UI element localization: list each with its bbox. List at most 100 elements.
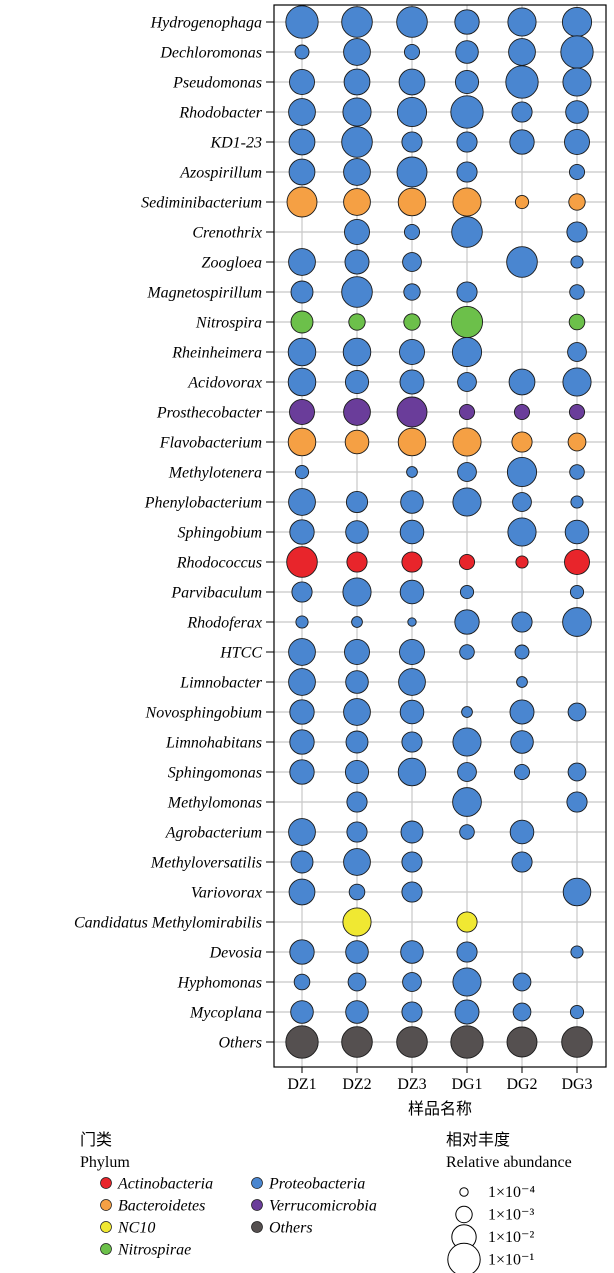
bubble	[454, 999, 480, 1025]
bubble	[346, 551, 368, 573]
bubble	[286, 186, 318, 218]
sample-label: DZ2	[342, 1076, 371, 1093]
bubble	[562, 367, 592, 397]
legend-phylum-swatch	[100, 1243, 112, 1255]
genus-label: Novosphingobium	[145, 705, 262, 722]
bubble	[514, 644, 530, 660]
legend-size-label: 1×10⁻¹	[488, 1252, 534, 1269]
bubbles	[285, 5, 594, 1059]
bubble	[450, 305, 484, 339]
bubble	[401, 1001, 423, 1023]
bubble	[402, 972, 422, 992]
bubble	[343, 698, 371, 726]
bubble	[294, 464, 310, 480]
bubble	[345, 730, 369, 754]
bubble	[345, 520, 369, 544]
bubble	[508, 368, 536, 396]
bubble	[403, 223, 421, 241]
genus-label: Parvibaculum	[170, 585, 262, 602]
bubble	[456, 941, 478, 963]
bubble	[288, 818, 316, 846]
genus-label: Agrobacterium	[165, 825, 262, 842]
bubble	[508, 38, 536, 66]
bubble	[452, 967, 482, 997]
sample-labels: DZ1 DZ2 DZ3 DG1 DG2 DG3	[287, 1067, 593, 1093]
bubble	[285, 1025, 319, 1059]
bubble	[403, 313, 421, 331]
bubble	[561, 1026, 593, 1058]
genus-label: Magnetospirillum	[146, 285, 262, 302]
genus-label: Rheinheimera	[171, 345, 262, 362]
bubble	[407, 617, 417, 627]
bubble	[399, 339, 425, 365]
bubble	[452, 487, 482, 517]
bubble	[288, 158, 316, 186]
bubble	[505, 65, 539, 99]
bubble	[344, 759, 370, 785]
bubble	[343, 398, 371, 426]
bubble	[348, 313, 366, 331]
bubble	[288, 878, 316, 906]
sample-label: DG3	[561, 1076, 592, 1093]
bubble	[452, 187, 482, 217]
bubble	[397, 757, 427, 787]
legend-phylum-swatch	[251, 1199, 263, 1211]
bubble	[342, 97, 372, 127]
genus-label: HTCC	[219, 645, 262, 662]
bubble	[569, 584, 585, 600]
bubble	[565, 100, 589, 124]
bubble	[346, 791, 368, 813]
legend-phylum-label: Bacteroidetes	[118, 1198, 205, 1215]
bubble	[509, 819, 535, 845]
bubble	[507, 7, 537, 37]
legend-phylum-label: NC10	[117, 1220, 155, 1237]
bubble	[344, 219, 370, 245]
bubble	[345, 1000, 369, 1024]
bubble	[512, 492, 532, 512]
bubble	[287, 337, 317, 367]
legend-phylum-label: Actinobacteria	[117, 1176, 213, 1193]
genus-label: Sediminibacterium	[141, 195, 262, 212]
bubble	[343, 158, 371, 186]
bubble	[288, 668, 316, 696]
genus-label: Limnohabitans	[165, 735, 262, 752]
bubble	[507, 517, 537, 547]
bubble	[400, 820, 424, 844]
bubble	[396, 156, 428, 188]
bubble	[452, 787, 482, 817]
bubble	[344, 639, 370, 665]
bubble	[562, 67, 592, 97]
bubble	[568, 313, 586, 331]
legend-phylum-label: Verrucomicrobia	[269, 1198, 377, 1215]
genus-label: Pseudomonas	[172, 75, 262, 92]
legend-phylum-label: Proteobacteria	[268, 1176, 365, 1193]
bubble	[569, 284, 585, 300]
bubble	[289, 729, 315, 755]
bubble	[345, 490, 369, 514]
bubble	[344, 249, 370, 275]
bubble	[293, 973, 311, 991]
legend-size-title-cn: 相对丰度	[446, 1131, 510, 1149]
bubble	[515, 555, 529, 569]
legend-phylum-swatch	[100, 1221, 112, 1233]
bubble	[287, 367, 317, 397]
bubble	[396, 96, 428, 128]
bubble	[456, 161, 478, 183]
genus-label: Rhodobacter	[178, 105, 262, 122]
bubble	[510, 730, 534, 754]
bubble	[562, 607, 592, 637]
sample-label: DG1	[451, 1076, 482, 1093]
bubble	[569, 1004, 585, 1020]
bubble	[343, 188, 371, 216]
bubble	[342, 907, 372, 937]
legend-size-title-en: Relative abundance	[446, 1154, 572, 1171]
genus-label: Candidatus Methylomirabilis	[74, 915, 262, 932]
bubble	[457, 462, 477, 482]
bubble	[564, 549, 590, 575]
bubble	[399, 519, 425, 545]
bubble	[514, 194, 530, 210]
genus-label: Sphingobium	[178, 525, 262, 542]
bubble	[456, 131, 478, 153]
bubble	[290, 280, 314, 304]
genus-label: Others	[218, 1035, 262, 1052]
